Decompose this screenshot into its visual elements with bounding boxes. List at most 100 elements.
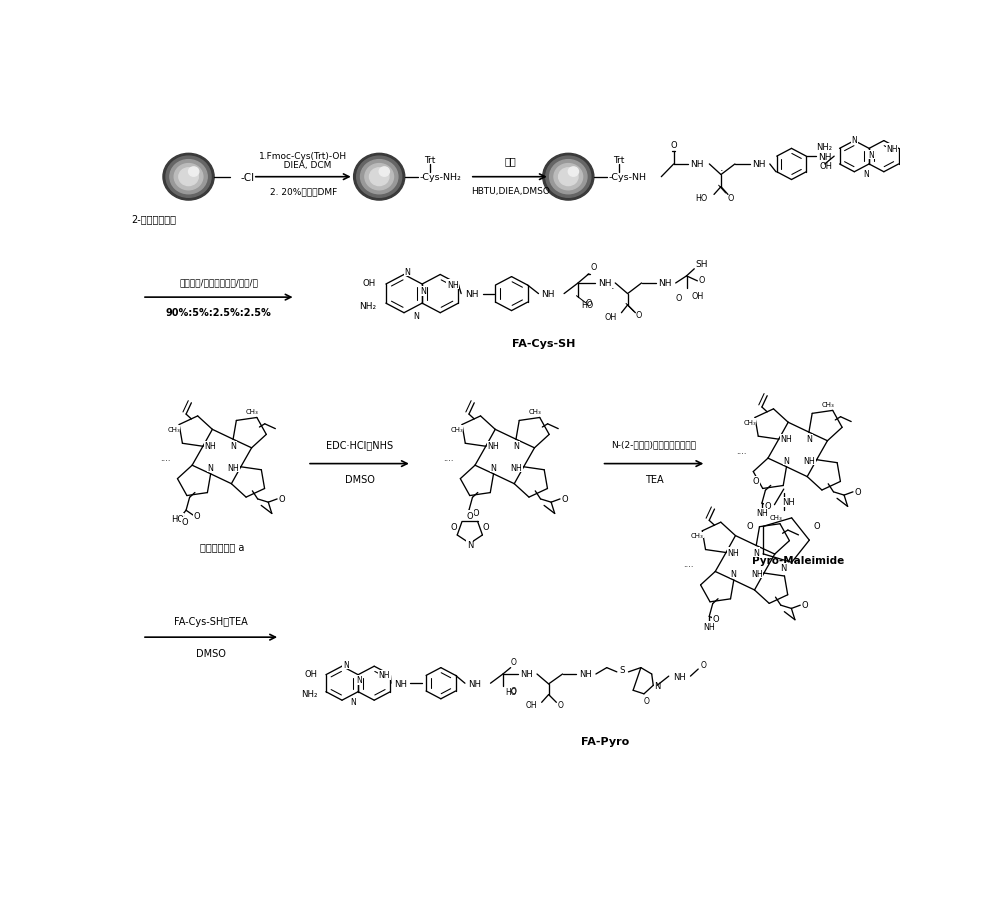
Text: NH: NH — [658, 279, 672, 289]
Text: N: N — [863, 170, 869, 178]
Text: O: O — [193, 511, 200, 520]
Text: O: O — [451, 522, 457, 531]
Text: HBTU,DIEA,DMSO: HBTU,DIEA,DMSO — [471, 187, 550, 196]
Text: -Cys-NH: -Cys-NH — [609, 173, 647, 182]
Text: O: O — [676, 293, 682, 302]
Text: OH: OH — [692, 291, 704, 301]
Text: N: N — [350, 698, 356, 707]
Text: N: N — [404, 267, 410, 277]
Text: O: O — [467, 511, 473, 520]
Text: 焦脱镁叶绿酸 a: 焦脱镁叶绿酸 a — [200, 541, 244, 551]
Text: O: O — [814, 521, 821, 530]
Text: HO: HO — [581, 301, 593, 310]
Text: N: N — [868, 151, 874, 160]
Text: N: N — [343, 660, 349, 669]
Text: O: O — [670, 141, 677, 150]
Text: O: O — [590, 263, 597, 272]
Text: CH₃: CH₃ — [450, 426, 463, 432]
Text: Trt: Trt — [424, 156, 436, 165]
Circle shape — [354, 154, 405, 201]
Text: 2-氯三苯基树脂: 2-氯三苯基树脂 — [131, 213, 176, 223]
Text: O: O — [765, 502, 771, 511]
Text: NH: NH — [541, 289, 555, 299]
Text: O: O — [182, 517, 188, 527]
Text: TEA: TEA — [645, 475, 663, 484]
Text: O: O — [753, 477, 759, 485]
Text: N-(2-氨乙基)马来酰亚胺盐酸盐: N-(2-氨乙基)马来酰亚胺盐酸盐 — [611, 440, 696, 448]
Text: 叶酸: 叶酸 — [504, 155, 516, 165]
Text: N: N — [783, 456, 789, 465]
Text: NH: NH — [751, 569, 763, 578]
Text: N: N — [414, 312, 419, 321]
Circle shape — [163, 154, 214, 201]
Text: N: N — [851, 135, 857, 144]
Text: O: O — [854, 487, 861, 496]
Text: NH: NH — [521, 670, 533, 679]
Text: NH: NH — [887, 144, 898, 153]
Text: N: N — [490, 463, 496, 472]
Text: N: N — [356, 675, 362, 685]
Text: N: N — [781, 563, 787, 573]
Text: S: S — [620, 665, 625, 675]
Text: O: O — [801, 600, 808, 609]
Text: NH: NH — [752, 160, 766, 169]
Circle shape — [554, 165, 583, 190]
Text: O: O — [699, 276, 705, 285]
Text: CH₃: CH₃ — [167, 426, 180, 432]
Text: NH: NH — [782, 498, 795, 506]
Text: O: O — [482, 522, 489, 531]
Text: O: O — [511, 658, 517, 666]
Text: -Cys-NH₂: -Cys-NH₂ — [420, 173, 461, 182]
Text: NH: NH — [803, 456, 815, 465]
Text: O: O — [701, 661, 707, 670]
Circle shape — [559, 168, 578, 187]
Text: 2. 20%哌啶，DMF: 2. 20%哌啶，DMF — [270, 187, 337, 196]
Text: NH: NH — [728, 548, 739, 557]
Text: DIEA, DCM: DIEA, DCM — [275, 161, 331, 170]
Text: OH: OH — [605, 312, 617, 322]
Text: CH₃: CH₃ — [769, 515, 782, 520]
Text: OH: OH — [363, 278, 376, 288]
Text: O: O — [635, 311, 642, 320]
Text: O: O — [712, 615, 719, 624]
Circle shape — [357, 157, 402, 199]
Text: ····: ···· — [160, 457, 171, 466]
Text: OH: OH — [525, 700, 537, 709]
Text: O: O — [644, 697, 650, 706]
Circle shape — [174, 165, 203, 190]
Text: SH: SH — [695, 260, 708, 269]
Circle shape — [365, 165, 394, 190]
Text: O: O — [278, 494, 285, 503]
Text: N: N — [420, 287, 426, 296]
Text: N: N — [513, 442, 519, 451]
Text: N: N — [231, 442, 236, 451]
Text: O: O — [561, 494, 568, 503]
Text: ····: ···· — [736, 449, 747, 459]
Text: ·: · — [610, 284, 614, 293]
Text: O: O — [511, 686, 517, 695]
Text: 1.Fmoc-Cys(Trt)-OH: 1.Fmoc-Cys(Trt)-OH — [259, 152, 347, 161]
Circle shape — [543, 154, 594, 201]
Circle shape — [550, 161, 587, 195]
Text: O: O — [728, 194, 734, 203]
Text: NH₂: NH₂ — [301, 689, 318, 698]
Text: DMSO: DMSO — [196, 649, 226, 659]
Text: O: O — [747, 521, 754, 530]
Circle shape — [379, 167, 389, 177]
Circle shape — [170, 161, 207, 195]
Text: NH: NH — [465, 289, 479, 299]
Text: NH: NH — [228, 463, 239, 472]
Text: ····: ···· — [683, 563, 694, 572]
Text: FA-Cys-SH: FA-Cys-SH — [512, 339, 575, 349]
Text: CH₃: CH₃ — [246, 408, 259, 414]
Text: ·: · — [502, 675, 505, 685]
Text: EDC·HCl，NHS: EDC·HCl，NHS — [326, 439, 393, 449]
Text: OH: OH — [819, 162, 832, 171]
Text: ····: ···· — [443, 457, 454, 466]
Text: NH: NH — [579, 670, 591, 679]
Text: NH: NH — [511, 463, 522, 472]
Text: FA-Pyro: FA-Pyro — [581, 736, 630, 746]
Text: N: N — [806, 435, 812, 444]
Text: CH₃: CH₃ — [529, 408, 542, 414]
Text: OH: OH — [305, 669, 318, 678]
